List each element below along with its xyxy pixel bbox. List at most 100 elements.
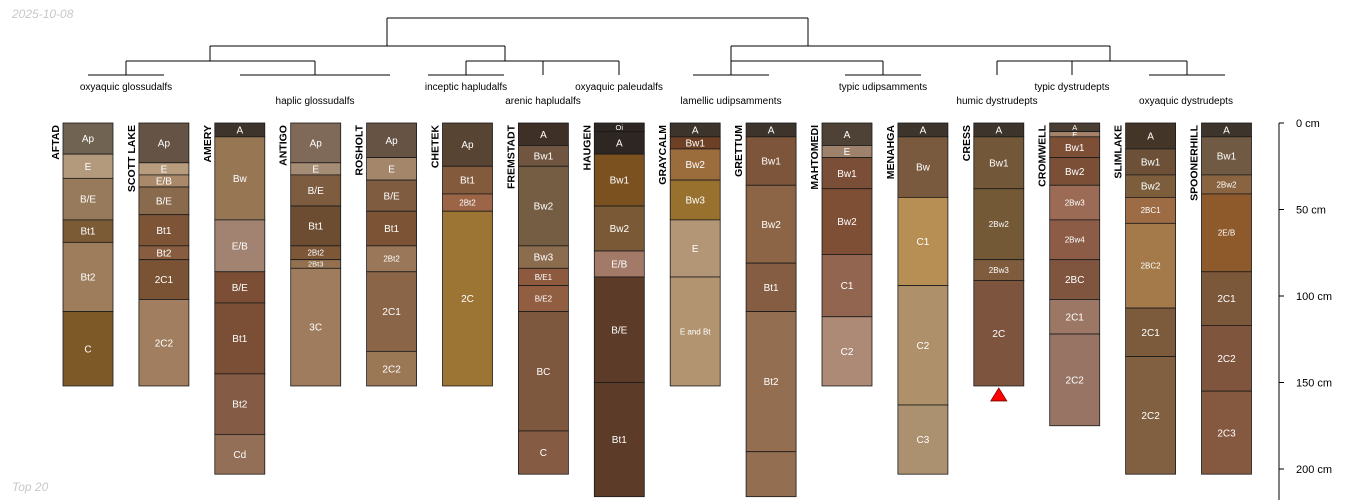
profile-name: GRAYCALM: [657, 125, 669, 185]
horizon-label: Bt2: [80, 273, 95, 284]
profile-menahga: A Bw C1 C2 C3 MENAHGA: [885, 122, 949, 475]
profile-rosholt: Ap E B/E Bt1 2Bt2 2C1 2C2 ROSHOLT: [354, 122, 418, 387]
profile-name: AFTAD: [50, 125, 62, 160]
horizon-label: C1: [917, 237, 930, 248]
horizon-label: 2BC1: [1141, 206, 1162, 215]
taxon-label: typic dystrudepts: [1034, 82, 1109, 93]
horizon-label: Ap: [461, 140, 474, 151]
horizon-block: [214, 433, 266, 475]
axis-tick-label: 150 cm: [1296, 378, 1332, 390]
horizon-label: 3C: [309, 323, 322, 334]
horizon-label: Bw2: [610, 224, 630, 235]
horizon-block: [593, 250, 645, 278]
horizon-label: Bw1: [1217, 151, 1237, 162]
horizon-block: [214, 302, 266, 375]
horizon-block: [138, 259, 190, 300]
dendrogram-link: [209, 45, 506, 61]
profile-name: MAHTOMEDI: [809, 125, 821, 190]
horizon-label: E and Bt: [680, 327, 711, 336]
horizon-label: A: [995, 126, 1002, 137]
horizon-label: 2Bw4: [1065, 236, 1086, 245]
profile-name: CHETEK: [430, 125, 442, 169]
horizon-block: [442, 122, 493, 167]
marker-triangle: [990, 387, 1008, 402]
taxon-label: haplic glossudalfs: [276, 96, 355, 107]
horizon-label: C2: [917, 341, 930, 352]
axis-tick-label: 200 cm: [1296, 464, 1332, 476]
profile-scott-lake: Ap E E/B B/E Bt1 Bt2 2C1 2C2 SCOTT LAKE: [126, 122, 190, 387]
horizon-block: [366, 350, 418, 387]
horizon-label: 2Bw3: [1065, 198, 1086, 207]
horizon-block: [1125, 222, 1176, 309]
horizon-label: Oi: [616, 123, 624, 132]
profile-slimlake: A Bw1 Bw2 2BC1 2BC2 2C1 2C2 SLIMLAKE: [1113, 122, 1176, 475]
horizon-block: [290, 174, 342, 207]
horizon-block: [973, 280, 1025, 387]
horizon-label: E: [692, 244, 699, 255]
taxon-label: humic dystrudepts: [956, 96, 1037, 107]
horizon-label: Bt1: [232, 334, 247, 345]
horizon-block: [138, 299, 190, 387]
dendrogram-link: [996, 60, 1188, 75]
horizon-block: [138, 214, 190, 247]
horizon-label: C3: [917, 435, 930, 446]
profile-name: MENAHGA: [885, 125, 897, 180]
horizon-label: A: [1147, 132, 1154, 143]
horizon-label: Ap: [385, 136, 398, 147]
profile-cress: A Bw1 2Bw2 2Bw3 2C CRESS: [961, 122, 1025, 387]
horizon-label: 2BC2: [1141, 262, 1162, 271]
horizon-block: [366, 122, 418, 158]
horizon-label: E: [161, 164, 168, 175]
horizon-block: [1049, 333, 1101, 427]
axis-tick-label: 0 cm: [1296, 118, 1320, 130]
horizon-block: [290, 205, 342, 247]
horizon-block: [897, 136, 949, 198]
horizon-block: [1049, 259, 1101, 300]
horizon-label: Bw1: [1141, 158, 1161, 169]
horizon-label: 2Bw3: [989, 266, 1010, 275]
horizon-block: [669, 276, 721, 387]
axis-tick-label: 100 cm: [1296, 291, 1332, 303]
horizon-label: 2Bw2: [989, 220, 1010, 229]
horizon-label: 2Bt3: [308, 260, 323, 269]
horizon-label: B/E: [308, 186, 324, 197]
horizon-label: Bw1: [837, 169, 857, 180]
profile-fremstadt: A Bw1 Bw2 Bw3 B/E1 B/E2 BC C FREMSTADT: [505, 122, 569, 475]
horizon-block: [593, 382, 645, 498]
horizon-label: C2: [841, 347, 854, 358]
horizon-block: [290, 122, 342, 164]
profile-name: CROMWELL: [1037, 124, 1049, 186]
horizon-block: [1049, 184, 1101, 221]
axis-tick-label: 50 cm: [1296, 205, 1326, 217]
dendrogram-link: [465, 60, 620, 75]
horizon-block: [214, 271, 266, 304]
horizon-block: [1049, 157, 1101, 186]
horizon-label: 2E/B: [1218, 229, 1235, 238]
profile-mahtomedi: AE Bw1 Bw2 C1 C2 MAHTOMEDI: [809, 122, 873, 387]
horizon-label: Bt1: [612, 435, 627, 446]
profile-name: SPOONERHILL: [1189, 124, 1201, 200]
horizon-block: [1201, 325, 1252, 392]
horizon-label: Bt2: [232, 400, 247, 411]
horizon-block: [1201, 136, 1252, 176]
horizon-label: Bw1: [989, 158, 1009, 169]
profile-name: HAUGEN: [581, 125, 593, 171]
horizon-label: 2C2: [382, 364, 401, 375]
profile-chetek: Ap Bt1 2Bt2 2C CHETEK: [430, 122, 493, 387]
horizon-label: Bw2: [1065, 167, 1085, 178]
horizon-block: [442, 210, 493, 387]
horizon-label: Bw2: [685, 160, 705, 171]
date-label: 2025-10-08: [12, 7, 74, 21]
horizon-label: E: [844, 147, 851, 158]
horizon-label: 2Bt2: [459, 198, 476, 207]
horizon-label: Bw1: [1065, 143, 1085, 154]
horizon-block: [593, 153, 645, 207]
horizon-label: 2C3: [1217, 428, 1236, 439]
horizon-label: A: [692, 126, 699, 137]
horizon-block: [1125, 307, 1176, 357]
profile-name: SLIMLAKE: [1113, 125, 1125, 179]
horizon-block: [1125, 356, 1176, 475]
horizon-label: Bw2: [1141, 182, 1161, 193]
